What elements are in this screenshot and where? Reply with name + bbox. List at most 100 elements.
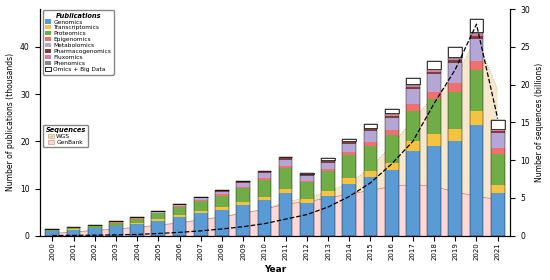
Bar: [194, 200, 208, 201]
Bar: [427, 61, 441, 236]
Bar: [491, 193, 504, 236]
Bar: [151, 212, 165, 213]
Bar: [385, 113, 399, 115]
Bar: [130, 217, 144, 218]
Bar: [173, 204, 186, 236]
Bar: [491, 130, 504, 131]
Bar: [321, 160, 335, 161]
Bar: [491, 185, 504, 193]
Bar: [257, 172, 271, 173]
Bar: [364, 128, 377, 129]
Bar: [342, 184, 356, 236]
Bar: [364, 171, 377, 177]
Bar: [194, 211, 208, 213]
Bar: [173, 207, 186, 215]
Bar: [427, 61, 441, 69]
Bar: [470, 36, 483, 39]
Bar: [279, 157, 293, 158]
Bar: [300, 203, 313, 236]
Bar: [427, 70, 441, 72]
Bar: [342, 139, 356, 236]
Bar: [215, 194, 229, 196]
Bar: [491, 129, 504, 130]
Bar: [257, 173, 271, 178]
Bar: [406, 89, 420, 104]
Bar: [173, 215, 186, 217]
Bar: [427, 134, 441, 146]
Bar: [427, 99, 441, 134]
Bar: [470, 19, 483, 32]
Bar: [109, 221, 123, 236]
Bar: [215, 210, 229, 236]
Bar: [321, 191, 335, 196]
Bar: [300, 176, 313, 181]
Bar: [406, 78, 420, 84]
Bar: [236, 205, 250, 236]
Bar: [321, 169, 335, 171]
Bar: [46, 231, 59, 236]
Bar: [215, 190, 229, 192]
Bar: [130, 217, 144, 236]
Bar: [88, 225, 102, 228]
Bar: [406, 151, 420, 236]
Bar: [130, 218, 144, 219]
Bar: [385, 170, 399, 236]
X-axis label: Year: Year: [264, 265, 286, 274]
Bar: [491, 131, 504, 133]
Bar: [470, 61, 483, 71]
Bar: [279, 166, 293, 168]
Y-axis label: Number of sequences (billions): Number of sequences (billions): [536, 63, 544, 182]
Bar: [491, 154, 504, 185]
Bar: [194, 197, 208, 198]
Bar: [470, 125, 483, 236]
Bar: [385, 118, 399, 130]
Bar: [385, 116, 399, 118]
Bar: [67, 227, 80, 229]
Bar: [109, 223, 123, 226]
Bar: [257, 180, 271, 197]
Bar: [173, 206, 186, 207]
Bar: [279, 160, 293, 166]
Bar: [321, 161, 335, 163]
Bar: [321, 158, 335, 160]
Bar: [46, 229, 59, 230]
Bar: [215, 196, 229, 207]
Bar: [300, 174, 313, 176]
Bar: [109, 221, 123, 222]
Bar: [406, 78, 420, 236]
Bar: [385, 115, 399, 116]
Bar: [406, 104, 420, 111]
Bar: [470, 111, 483, 125]
Bar: [300, 181, 313, 182]
Bar: [364, 146, 377, 171]
Bar: [448, 57, 462, 59]
Bar: [448, 46, 462, 236]
Bar: [385, 109, 399, 113]
Bar: [406, 84, 420, 86]
Bar: [300, 182, 313, 199]
Bar: [448, 92, 462, 129]
Bar: [470, 39, 483, 61]
Bar: [173, 204, 186, 205]
Bar: [236, 181, 250, 183]
Bar: [130, 223, 144, 224]
Bar: [321, 158, 335, 236]
Bar: [385, 163, 399, 170]
Bar: [427, 146, 441, 236]
Bar: [385, 135, 399, 163]
Bar: [321, 196, 335, 236]
Bar: [236, 181, 250, 236]
Bar: [151, 220, 165, 221]
Bar: [448, 60, 462, 63]
Bar: [151, 211, 165, 236]
Bar: [470, 32, 483, 34]
Bar: [173, 217, 186, 236]
Bar: [342, 144, 356, 152]
Bar: [236, 188, 250, 202]
Bar: [88, 225, 102, 236]
Bar: [364, 177, 377, 236]
Bar: [491, 120, 504, 236]
Bar: [470, 71, 483, 111]
Bar: [236, 202, 250, 205]
Bar: [215, 190, 229, 236]
